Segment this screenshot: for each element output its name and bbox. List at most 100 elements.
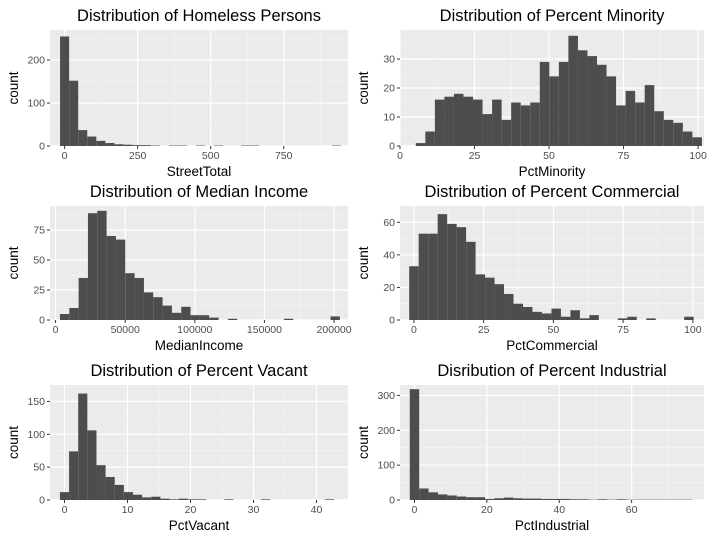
- histogram-bar: [549, 76, 559, 146]
- histogram-bar: [598, 499, 607, 500]
- histogram-bar: [532, 499, 541, 500]
- histogram-bar: [419, 489, 428, 501]
- histogram-bar: [684, 317, 693, 320]
- x-tick-label: 250: [129, 150, 147, 162]
- histogram-bar: [635, 103, 645, 147]
- histogram-bar: [523, 307, 532, 320]
- y-axis-label: count: [356, 71, 371, 104]
- x-tick-label: 0: [62, 150, 68, 162]
- histogram-bar: [170, 499, 179, 500]
- y-tick-label: 0: [389, 141, 395, 153]
- histogram-bar: [532, 312, 541, 320]
- histogram-bar: [163, 306, 172, 320]
- histogram-bar: [597, 65, 607, 146]
- histogram-bar: [135, 278, 144, 320]
- histogram-bar: [106, 477, 115, 500]
- y-tick-label: 20: [383, 83, 395, 95]
- histogram-bar: [87, 137, 96, 146]
- histogram-bar: [331, 316, 340, 320]
- histogram-bar: [88, 213, 97, 320]
- y-tick-label: 40: [383, 249, 395, 261]
- histogram-bar: [654, 111, 664, 146]
- x-axis-label: PctCommercial: [506, 338, 598, 353]
- y-tick-label: 100: [27, 98, 45, 110]
- histogram-bar: [419, 234, 428, 320]
- histogram-bar: [463, 97, 473, 146]
- x-tick-label: 25: [478, 324, 490, 336]
- histogram-bar: [447, 224, 456, 320]
- y-tick-label: 100: [27, 429, 45, 441]
- chart-title: Distribution of Median Income: [90, 183, 308, 201]
- histogram-bar: [473, 100, 483, 146]
- histogram-bar: [96, 141, 105, 146]
- histogram-bar: [78, 130, 87, 146]
- histogram-bar: [457, 227, 466, 320]
- histogram-bar: [444, 97, 454, 146]
- histogram-bar: [587, 56, 597, 146]
- histogram-bar: [504, 498, 513, 500]
- histogram-bar: [435, 100, 445, 146]
- histogram-bar: [589, 315, 598, 320]
- plot-panel-background: [50, 30, 348, 146]
- y-tick-label: 25: [33, 285, 45, 297]
- histogram-bar: [228, 319, 237, 320]
- histogram-bar: [457, 497, 466, 500]
- histogram-bar: [540, 62, 550, 146]
- histogram-bar: [429, 492, 438, 500]
- y-tick-label: 0: [389, 495, 395, 507]
- x-tick-label: 100: [684, 324, 702, 336]
- histogram-bar: [60, 492, 69, 500]
- histogram-bar: [125, 273, 134, 320]
- x-tick-label: 0: [411, 324, 417, 336]
- histogram-bar: [560, 499, 569, 500]
- x-tick-label: 10: [122, 504, 134, 516]
- histogram-bar: [502, 120, 512, 146]
- histogram-bar: [616, 105, 626, 146]
- histogram-bar: [504, 294, 513, 320]
- y-tick-label: 30: [383, 54, 395, 66]
- histogram-bar: [410, 389, 419, 500]
- histogram-bar: [428, 234, 437, 320]
- y-tick-label: 20: [383, 282, 395, 294]
- histogram-bar: [485, 499, 494, 500]
- x-tick-label: 25: [469, 150, 481, 162]
- y-tick-label: 0: [389, 315, 395, 327]
- histogram-bar: [60, 36, 69, 146]
- histogram-bar: [133, 495, 142, 500]
- histogram-bar: [116, 240, 125, 320]
- histogram-bar: [646, 318, 655, 320]
- y-tick-label: 75: [33, 225, 45, 237]
- y-tick-label: 100: [377, 460, 395, 472]
- histogram-bar: [618, 318, 627, 320]
- chart-title: Disribution of Percent Industrial: [437, 362, 666, 380]
- histogram-bar: [79, 278, 88, 320]
- histogram-bar: [144, 292, 153, 320]
- histogram-bar: [617, 499, 626, 500]
- y-tick-label: 10: [383, 112, 395, 124]
- x-tick-label: 50000: [111, 324, 140, 336]
- histogram-bar: [438, 214, 447, 320]
- histogram-bar: [151, 497, 160, 500]
- histogram-bar: [447, 495, 456, 500]
- x-axis-label: StreetTotal: [167, 164, 232, 179]
- histogram-bar: [551, 309, 560, 320]
- histogram-bar: [425, 132, 435, 147]
- histogram-bar: [209, 318, 218, 320]
- y-axis-label: count: [6, 246, 21, 279]
- histogram-bar: [124, 492, 133, 500]
- x-axis-label: PctIndustrial: [515, 518, 589, 533]
- histogram-bar: [568, 36, 578, 146]
- histogram-bar: [578, 50, 588, 146]
- histogram-bar: [105, 143, 114, 146]
- histogram-bar: [179, 499, 188, 500]
- histogram-bar: [513, 498, 522, 500]
- histogram-bar: [495, 284, 504, 320]
- histogram-bar: [115, 485, 124, 500]
- x-tick-label: 750: [275, 150, 293, 162]
